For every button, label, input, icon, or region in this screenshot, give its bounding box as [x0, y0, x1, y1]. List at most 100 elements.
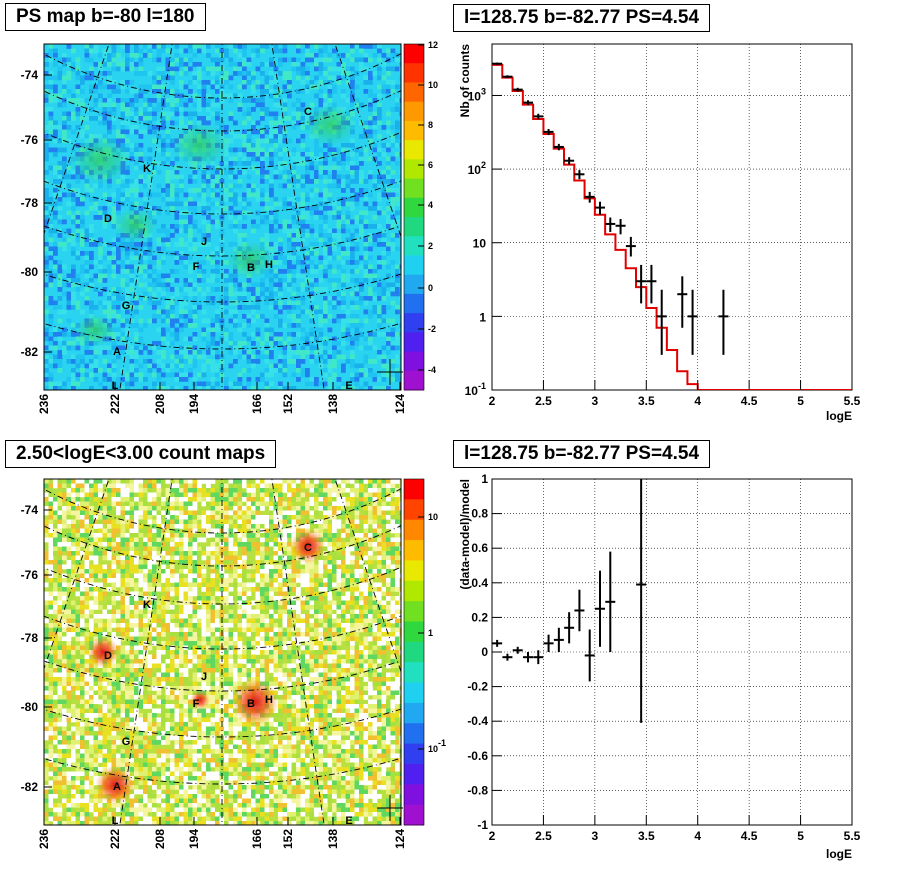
residual-y-axis-label: (data-model)/model — [458, 479, 472, 590]
residual-x-tick-label: 2.5 — [535, 829, 552, 843]
spectrum-x-tick-label: 5 — [797, 394, 804, 408]
residual-axes: 2 2.5 3 3.5 4 4.5 5 5.5 -1 -0.8 -0.6 -0.4 -0.2 0 0.2 0.… — [458, 472, 861, 861]
residual-x-tick-label: 4.5 — [741, 829, 758, 843]
map2-source-b: B — [247, 698, 255, 710]
map2-source-d: D — [104, 650, 112, 662]
residual-point — [523, 652, 533, 663]
colorbar-swatch — [404, 274, 424, 295]
residual-x-tick-label: 2 — [489, 829, 496, 843]
residual-y-tick-label: 0.4 — [471, 576, 488, 590]
colorbar-swatch — [404, 293, 424, 314]
colorbar-swatch — [404, 662, 424, 684]
residual-plot — [492, 479, 647, 723]
count-map-colorbar: 10 1 10-1 — [403, 478, 446, 826]
map1-source-b: B — [247, 262, 255, 274]
map1-source-d: D — [104, 213, 112, 225]
map2-source-e: E — [345, 815, 352, 827]
colorbar-swatch — [404, 351, 424, 372]
map1-source-g: G — [122, 300, 131, 312]
colorbar-tick-label: 10 — [428, 80, 438, 90]
residual-point — [584, 629, 595, 682]
spectrum-y-axis-label: Nb of counts — [458, 44, 472, 118]
residual-point — [595, 570, 605, 647]
residual-x-tick-label: 3 — [592, 829, 599, 843]
map-latitude-tick-label: -80 — [21, 265, 39, 279]
colorbar-swatch — [404, 82, 424, 103]
residual-panel: 2 2.5 3 3.5 4 4.5 5 5.5 -1 -0.8 -0.6 -0.4 -0.2 0 0.2 0.… — [458, 472, 861, 861]
residual-point — [502, 653, 513, 661]
colorbar-swatch — [404, 641, 424, 663]
map-latitude-tick-label: -78 — [21, 631, 39, 645]
spectrum-x-tick-label: 2 — [489, 394, 496, 408]
spectrum-x-tick-label: 2.5 — [535, 394, 552, 408]
map-latitude-tick-label: -74 — [21, 68, 39, 82]
residual-y-tick-label: -0.4 — [467, 714, 488, 728]
colorbar-swatch — [404, 120, 424, 141]
ps-map-coordinate-grid — [44, 44, 401, 390]
residual-point — [605, 551, 616, 652]
residual-point — [574, 589, 585, 632]
map-longitude-tick-label: 208 — [153, 394, 167, 414]
spectrum-y-tick-label: 10-1 — [465, 381, 486, 398]
map-longitude-tick-label: 236 — [37, 829, 51, 849]
map1-source-j: J — [201, 236, 207, 248]
colorbar-tick-label: 12 — [428, 40, 438, 50]
residual-x-tick-label: 4 — [694, 829, 701, 843]
colorbar-swatch — [404, 540, 424, 561]
data-point — [656, 289, 667, 355]
data-point — [636, 264, 647, 304]
spectrum-x-tick-label: 4.5 — [741, 394, 758, 408]
data-point — [595, 201, 605, 215]
data-point — [615, 219, 626, 235]
colorbar-swatch — [404, 159, 424, 180]
colorbar-swatch — [404, 580, 424, 602]
spectrum-y-tick-label: 10 — [473, 237, 487, 251]
map2-source-f: F — [193, 698, 200, 710]
colorbar-swatch — [404, 723, 424, 745]
map-longitude-tick-label: 166 — [250, 394, 264, 414]
data-point — [718, 289, 729, 355]
spectrum-x-tick-label: 3 — [592, 394, 599, 408]
residual-point — [564, 612, 575, 644]
colorbar-swatch — [404, 682, 424, 704]
residual-y-tick-label: 0.2 — [471, 610, 488, 624]
map-latitude-tick-label: -74 — [21, 503, 39, 517]
colorbar-swatch — [404, 743, 424, 765]
map1-source-c: C — [304, 106, 312, 118]
map-longitude-tick-label: 166 — [250, 829, 264, 849]
colorbar-swatch — [404, 332, 424, 353]
ps-map-panel: 12 10 8 6 4 2 0 -2 -4 — [43, 40, 438, 391]
map-longitude-tick-label: 152 — [281, 829, 295, 849]
data-point — [553, 143, 564, 151]
colorbar-tick-label: 4 — [428, 200, 433, 210]
colorbar-swatch — [404, 178, 424, 199]
colorbar-swatch — [404, 601, 424, 622]
residual-x-tick-label: 5.5 — [844, 829, 861, 843]
map2-source-j: J — [201, 671, 207, 683]
ps-map-colorbar: 12 10 8 6 4 2 0 -2 -4 — [403, 40, 438, 391]
colorbar-swatch — [404, 702, 424, 724]
map-latitude-tick-label: -76 — [21, 568, 39, 582]
count-map-panel: 10 1 10-1 — [43, 478, 446, 826]
residual-y-tick-label: 1 — [481, 472, 488, 486]
colorbar-tick-label: 6 — [428, 160, 433, 170]
map-longitude-tick-label: 194 — [187, 394, 201, 414]
map-longitude-tick-label: 236 — [37, 394, 51, 414]
colorbar-tick-label: 10 — [428, 512, 438, 522]
residual-x-tick-label: 3.5 — [638, 829, 655, 843]
map-latitude-tick-label: -82 — [21, 780, 39, 794]
data-point — [512, 87, 523, 92]
map1-source-a: A — [113, 346, 121, 358]
map1-source-h: H — [265, 259, 273, 271]
residual-point — [543, 634, 554, 652]
residual-y-tick-label: -0.6 — [467, 749, 488, 763]
colorbar-swatch — [404, 763, 424, 785]
colorbar-tick-label: 0 — [428, 283, 433, 293]
residual-y-tick-label: 0.8 — [471, 507, 488, 521]
map1-source-k: K — [143, 163, 151, 175]
map-latitude-tick-label: -78 — [21, 196, 39, 210]
colorbar-swatch — [404, 255, 424, 276]
data-point — [502, 75, 513, 79]
